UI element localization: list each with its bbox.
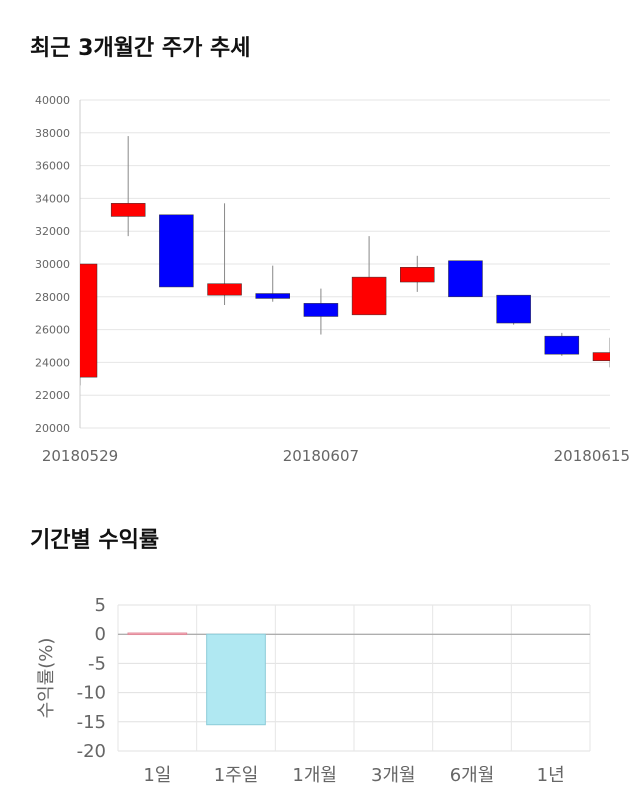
y-tick-label: -20: [77, 741, 106, 762]
candle-body: [303, 303, 339, 317]
y-tick-label: 38000: [35, 127, 70, 140]
candle-body: [544, 335, 580, 355]
y-tick-label: -5: [88, 653, 106, 674]
candle-body: [110, 203, 146, 217]
x-tick-label: 20180615: [554, 447, 630, 465]
x-tick-label: 6개월: [450, 765, 495, 786]
candle-body: [592, 352, 610, 362]
candles-group: [80, 136, 610, 386]
candle-body: [448, 260, 483, 298]
candlestick-chart: 20000 22000 24000 26000 28000 30000 32000 34000…: [35, 94, 630, 465]
y-tick-label: -10: [77, 683, 106, 704]
return-bar: [206, 633, 266, 726]
candle-body: [351, 276, 387, 316]
y-tick-label: 22000: [35, 389, 70, 402]
y-tick-label: 5: [95, 595, 106, 616]
y-tick-label: 24000: [35, 356, 70, 369]
x-tick-label: 1일: [143, 765, 171, 786]
price-chart-title: 최근 3개월간 주가 추세: [30, 36, 251, 61]
x-tick-label: 1개월: [292, 765, 337, 786]
return-bar: [127, 632, 188, 636]
y-axis-label: 수익률(%): [36, 638, 57, 719]
x-tick-label: 1년: [537, 765, 565, 786]
candle-body: [207, 283, 242, 296]
y-tick-label: 40000: [35, 94, 70, 107]
x-tick-label: 20180607: [283, 447, 359, 465]
x-tick-label: 1주일: [214, 765, 259, 786]
y-tick-label: 32000: [35, 225, 70, 238]
returns-chart-title: 기간별 수익률: [30, 528, 160, 553]
x-tick-label: 3개월: [371, 765, 416, 786]
y-tick-label: 36000: [35, 160, 70, 173]
candle-body: [496, 294, 531, 324]
y-tick-label: 30000: [35, 258, 70, 271]
candle-body: [159, 214, 194, 288]
candle-body: [400, 267, 435, 283]
x-tick-label: 20180529: [42, 447, 118, 465]
y-tick-label: 34000: [35, 192, 70, 205]
candle-body: [80, 263, 98, 378]
candle-body: [255, 293, 290, 299]
y-tick-label: 28000: [35, 291, 70, 304]
y-tick-label: 20000: [35, 422, 70, 435]
y-tick-label: 0: [95, 624, 106, 645]
y-tick-label: -15: [77, 712, 106, 733]
y-tick-label: 26000: [35, 324, 70, 337]
